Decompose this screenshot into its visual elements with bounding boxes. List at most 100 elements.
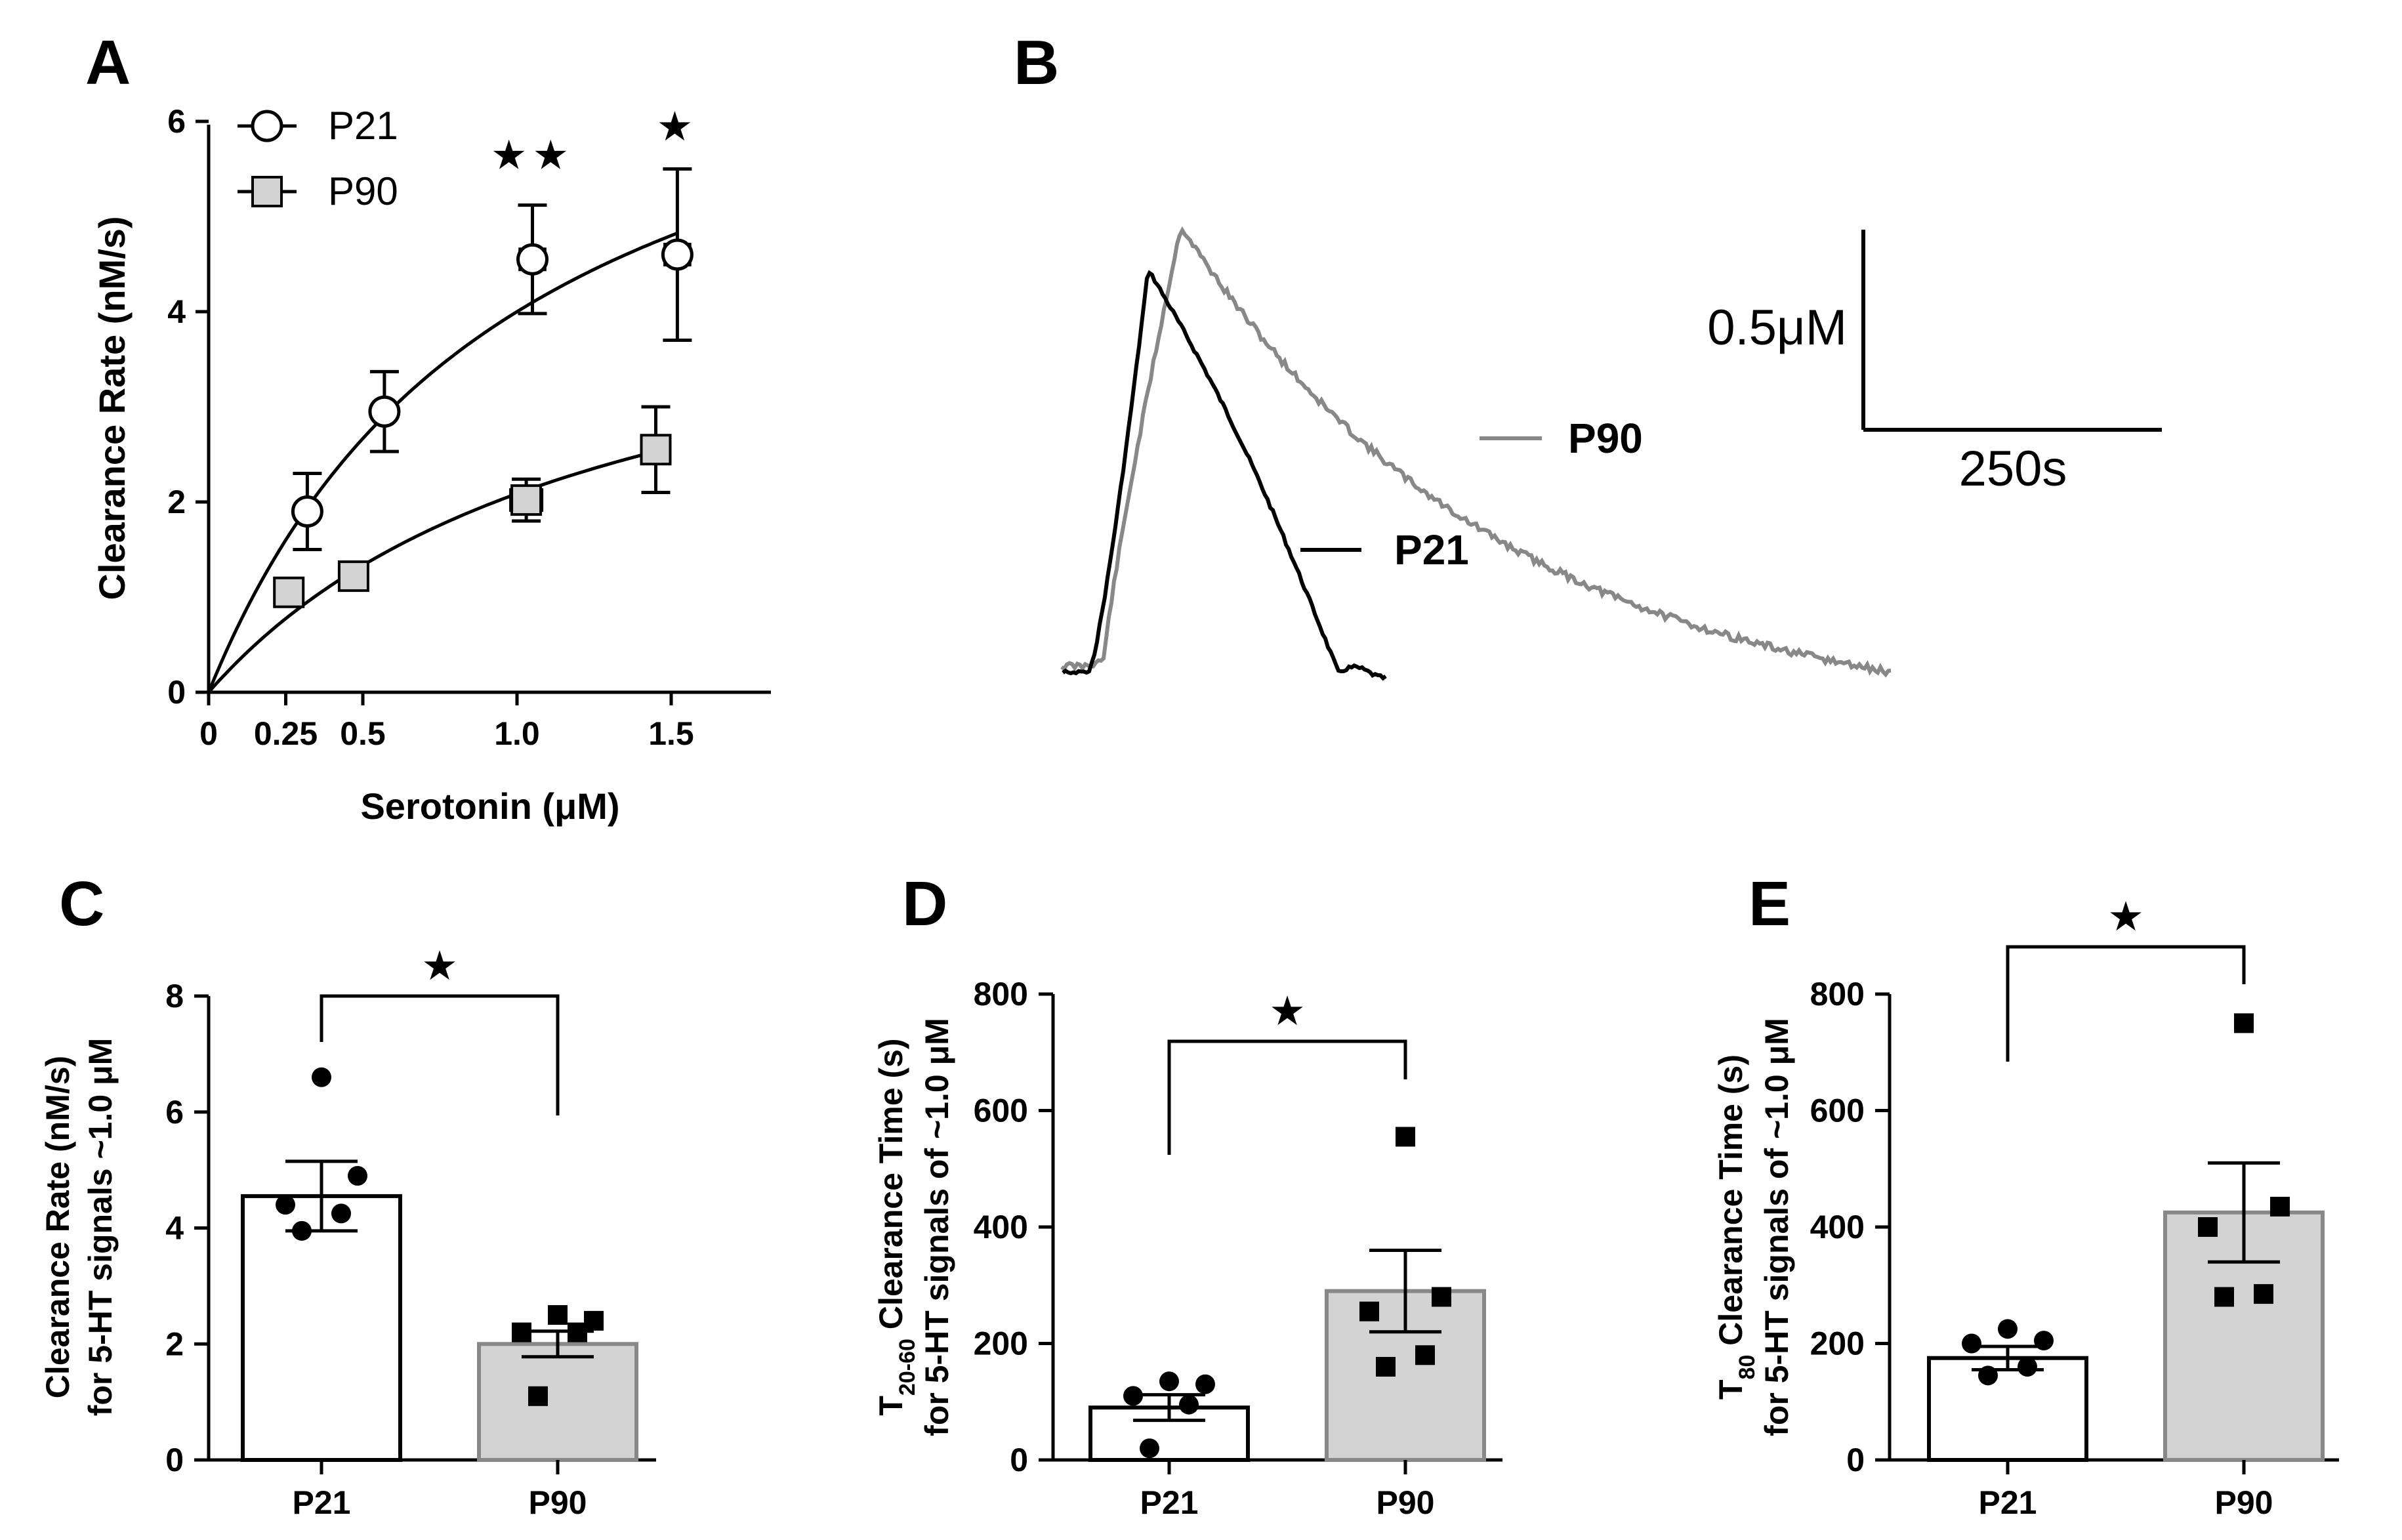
panel-e-y-tick-label: 200 (1810, 1325, 1865, 1362)
trace-p90-label: P90 (1568, 415, 1643, 462)
panel-label-b: B (1014, 28, 1059, 98)
panel-d-ylabel-sub: 20-60 (895, 1339, 920, 1396)
panel-a-point-p21 (291, 495, 323, 528)
panel-d-y-tick-label: 0 (1010, 1442, 1028, 1478)
panel-c-y-axis-title-line2: for 5-HT signals ~1.0 μM (82, 1038, 119, 1417)
panel-d-point-p21 (1123, 1386, 1143, 1406)
panel-b-traces: P90 P21 0.5μM 250s (1060, 226, 2162, 681)
panel-d-y-tick-label: 600 (974, 1093, 1028, 1129)
panel-e-point-p90 (2254, 1284, 2273, 1304)
panel-e-point-p21 (1962, 1333, 1981, 1354)
panel-e-point-p21 (2018, 1357, 2037, 1377)
panel-d-point-p90 (1359, 1301, 1379, 1321)
panel-e-y-axis-title-line2: for 5-HT signals of ~1.0 μM (1758, 1018, 1795, 1436)
panel-d-point-p21 (1179, 1394, 1199, 1415)
panel-d-significance-star: ★ (1269, 989, 1306, 1034)
panel-a-significance-star: ★ (657, 104, 699, 150)
legend-p90-label: P90 (328, 169, 398, 213)
panel-a-point-p90 (510, 484, 543, 516)
panel-a-fit-p21 (207, 231, 678, 693)
panel-a-point-p21 (661, 238, 694, 271)
panel-c-y-tick-label: 6 (165, 1094, 184, 1131)
panel-e-point-p21 (1998, 1319, 2018, 1339)
panel-e-ylabel-rest: Clearance Time (s) (1712, 1054, 1749, 1355)
panel-d-x-tick-label: P21 (1140, 1484, 1199, 1521)
panel-e-point-p90 (2214, 1287, 2234, 1307)
panel-c-y-tick-label: 8 (165, 978, 184, 1014)
panel-e-y-tick-label: 800 (1810, 976, 1865, 1012)
panel-e-significance-star: ★ (2107, 894, 2144, 940)
panel-d-ylabel-t: T (873, 1396, 909, 1416)
legend-p90-marker (251, 176, 283, 207)
panel-d-y-tick-label: 800 (974, 976, 1028, 1012)
panel-a-significance-star: ★★ (491, 133, 574, 178)
panel-d-y-axis-title-line1: T20-60 Clearance Time (s) (873, 1038, 920, 1415)
scalebar-x-label: 250s (1959, 441, 2067, 497)
panel-c-point-p21 (312, 1067, 331, 1087)
panel-c-y-tick-label: 0 (165, 1442, 184, 1478)
panel-e-chart: 0 200 400 600 800 P21 P90 ★ T80 Clearance Time … (1712, 894, 2339, 1521)
panel-c-x-tick-label: P21 (293, 1484, 351, 1521)
panel-e-point-p21 (2034, 1331, 2054, 1351)
panel-c-point-p21 (331, 1203, 351, 1224)
panel-d-significance-bracket (1167, 1039, 1407, 1155)
panel-d-point-p90 (1415, 1345, 1435, 1365)
panel-e-point-p21 (1978, 1365, 1998, 1386)
panel-a-x-tick-label: 1.0 (494, 715, 540, 752)
panel-c-point-p21 (292, 1220, 312, 1241)
panel-c-point-p21 (276, 1195, 295, 1215)
panel-a-point-p21 (516, 243, 549, 276)
panel-a-y-tick-label: 2 (167, 484, 186, 520)
panel-e-ylabel-sub: 80 (1735, 1355, 1760, 1380)
panel-a-y-tick-label: 6 (167, 103, 186, 140)
panel-a-legend: P21 P90 (238, 104, 398, 213)
legend-p21-marker (251, 110, 283, 142)
trace-p21 (1062, 270, 1387, 681)
panel-a-y-axis-title: Clearance Rate (nM/s) (91, 216, 133, 600)
panel-a-x-tick-label: 0.25 (254, 715, 318, 752)
panel-e-y-tick-label: 0 (1846, 1442, 1865, 1478)
panel-a-x-tick-label: 0 (199, 715, 218, 752)
panel-d-chart: 0 200 400 600 800 P21 P90 ★ T20-60 Clearance Ti… (873, 976, 1502, 1521)
panel-e-y-tick-label: 400 (1810, 1209, 1865, 1245)
panel-e-ylabel-t: T (1712, 1379, 1749, 1400)
panel-e-point-p90 (2234, 1013, 2254, 1033)
panel-d-x-tick-label: P90 (1377, 1484, 1435, 1521)
panel-e-x-tick-label: P90 (2215, 1484, 2273, 1521)
panel-c-y-tick-label: 4 (165, 1210, 184, 1247)
panel-a-y-tick-label: 0 (167, 674, 186, 711)
scalebar-y-label: 0.5μM (1707, 300, 1847, 356)
panel-d-point-p21 (1140, 1438, 1159, 1459)
panel-e-point-p90 (2270, 1196, 2290, 1217)
panel-label-d: D (902, 869, 947, 939)
panel-d-y-axis-title-line2: for 5-HT signals of ~1.0 μM (919, 1018, 955, 1436)
panel-d-point-p21 (1159, 1371, 1179, 1392)
panel-e-y-tick-label: 600 (1810, 1093, 1865, 1129)
panel-a-y-tick-label: 4 (167, 293, 186, 330)
panel-d-y-tick-label: 400 (974, 1209, 1028, 1245)
panel-c-bar-p90 (477, 1342, 638, 1462)
panel-a-fit-p90 (207, 449, 657, 694)
panel-e-y-axis-title-line1: T80 Clearance Time (s) (1712, 1054, 1760, 1400)
panel-c-x-tick-label: P90 (529, 1484, 587, 1521)
panel-c-y-tick-label: 2 (165, 1325, 184, 1362)
panel-d-y-tick-label: 200 (974, 1325, 1028, 1362)
trace-p90 (1060, 226, 1892, 678)
panel-c-point-p90 (512, 1322, 531, 1342)
panel-label-c: C (59, 869, 104, 939)
legend-p21-label: P21 (328, 104, 398, 148)
panel-c-significance-star: ★ (421, 944, 458, 989)
trace-p21-label: P21 (1394, 526, 1469, 573)
panel-c-bar-p21 (241, 1194, 402, 1463)
panel-c-y-axis-title-line1: Clearance Rate (nM/s) (39, 1056, 76, 1398)
panel-a-point-p90 (273, 576, 305, 608)
panel-d-point-p90 (1432, 1287, 1451, 1307)
panel-d-point-p90 (1376, 1357, 1396, 1377)
panel-e-x-tick-label: P21 (1979, 1484, 2037, 1521)
panel-e-bar-p21 (1927, 1356, 2088, 1462)
panel-d-point-p21 (1195, 1374, 1215, 1394)
panel-c-point-p90 (568, 1322, 587, 1342)
panel-d-point-p90 (1396, 1127, 1415, 1147)
